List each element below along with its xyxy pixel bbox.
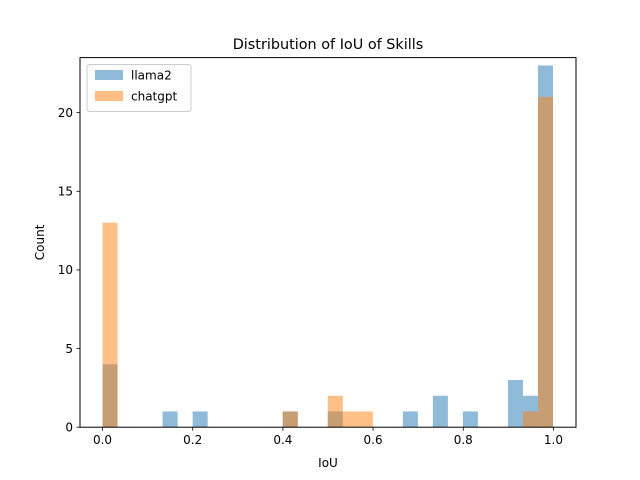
bar-chatgpt-bin-15 — [327, 395, 343, 428]
bar-chatgpt-bin-28 — [522, 411, 538, 428]
y-tick-label: 15 — [58, 185, 73, 199]
bar-llama2-bin-24 — [462, 411, 478, 428]
bar-llama2-bin-27 — [507, 380, 523, 428]
y-tick-label: 20 — [58, 106, 73, 120]
x-tick-label: 0.6 — [364, 433, 383, 447]
bar-llama2-bin-4 — [162, 411, 178, 428]
bar-llama2-bin-22 — [432, 395, 448, 428]
x-tick-label: 0.2 — [183, 433, 202, 447]
chart-title: Distribution of IoU of Skills — [233, 37, 424, 53]
y-axis-ticks: 0 5 10 15 20 — [58, 106, 80, 435]
y-tick-label: 10 — [58, 263, 73, 277]
x-axis-label: IoU — [318, 456, 338, 470]
bar-llama2-bin-6 — [192, 411, 208, 428]
legend: llama2 chatgpt — [86, 64, 192, 112]
bar-chatgpt-bin-29 — [537, 96, 554, 428]
x-tick-label: 0.8 — [454, 433, 473, 447]
y-axis-label: Count — [33, 224, 47, 260]
legend-label-chatgpt: chatgpt — [131, 90, 177, 104]
y-tick-label: 5 — [65, 342, 73, 356]
bar-chatgpt-bin-12 — [282, 411, 298, 428]
legend-swatch-llama2 — [95, 70, 123, 80]
x-tick-label: 0.0 — [93, 433, 112, 447]
x-tick-label: 0.4 — [273, 433, 292, 447]
bar-chatgpt-bin-16 — [342, 411, 358, 428]
legend-label-llama2: llama2 — [131, 69, 172, 83]
x-tick-label: 1.0 — [544, 433, 563, 447]
bar-llama2-bin-20 — [402, 411, 418, 428]
bar-chatgpt-bin-17 — [357, 411, 373, 428]
bars-layer — [102, 65, 554, 428]
x-axis-ticks: 0.0 0.2 0.4 0.6 0.8 1.0 — [93, 427, 563, 447]
bar-chatgpt-bin-0 — [102, 222, 118, 428]
plot-frame — [79, 57, 577, 428]
legend-swatch-chatgpt — [95, 91, 123, 101]
y-tick-label: 0 — [65, 421, 73, 435]
